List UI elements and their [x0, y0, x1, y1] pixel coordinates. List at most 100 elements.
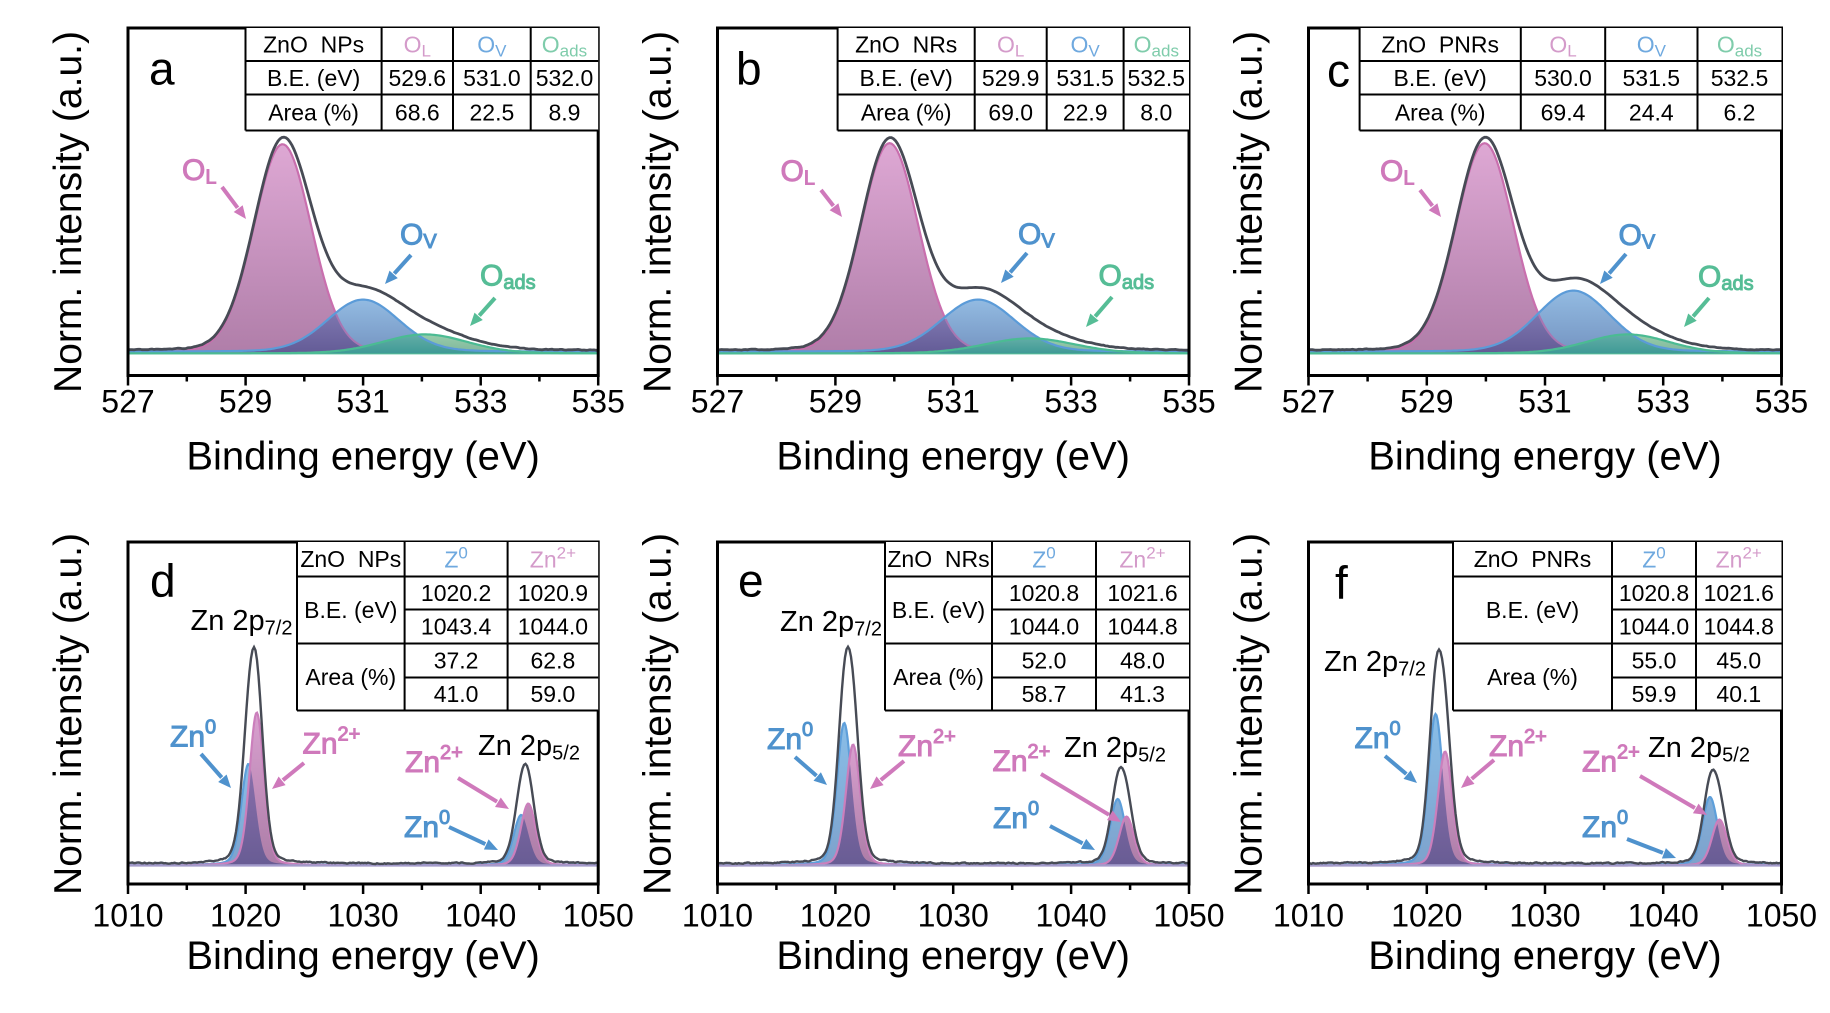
svg-text:22.9: 22.9: [1063, 100, 1108, 126]
svg-text:OV: OV: [477, 32, 507, 61]
svg-text:OL: OL: [997, 32, 1024, 61]
svg-text:531.5: 531.5: [1056, 65, 1114, 91]
svg-text:1020.9: 1020.9: [518, 580, 588, 606]
svg-text:59.9: 59.9: [1632, 681, 1677, 707]
svg-text:1010: 1010: [92, 898, 163, 934]
svg-text:8.9: 8.9: [549, 100, 581, 126]
svg-text:52.0: 52.0: [1022, 648, 1067, 674]
svg-text:Oads: Oads: [1099, 260, 1155, 294]
svg-text:OV: OV: [1637, 32, 1667, 61]
svg-text:1030: 1030: [918, 898, 989, 934]
svg-text:529: 529: [219, 384, 272, 420]
svg-text:Zn 2p5/2: Zn 2p5/2: [478, 730, 580, 764]
svg-text:529.6: 529.6: [389, 65, 447, 91]
svg-text:1044.8: 1044.8: [1107, 614, 1177, 640]
svg-text:Z0: Z0: [1032, 544, 1056, 573]
svg-text:Binding energy (eV): Binding energy (eV): [776, 934, 1130, 978]
svg-text:ZnO PNRs: ZnO PNRs: [1474, 546, 1592, 572]
svg-text:Area (%): Area (%): [861, 100, 952, 126]
svg-text:1043.4: 1043.4: [421, 614, 492, 640]
svg-text:Zn0: Zn0: [1355, 718, 1401, 755]
svg-text:1020.2: 1020.2: [421, 580, 491, 606]
svg-text:41.0: 41.0: [434, 681, 479, 707]
svg-text:531: 531: [336, 384, 389, 420]
svg-text:24.4: 24.4: [1629, 100, 1674, 126]
svg-text:1020: 1020: [1391, 898, 1462, 934]
svg-text:OL: OL: [404, 32, 431, 61]
svg-text:Norm. intensity (a.u.): Norm. intensity (a.u.): [47, 533, 90, 895]
svg-text:22.5: 22.5: [470, 100, 515, 126]
svg-text:ZnO PNRs: ZnO PNRs: [1381, 32, 1499, 58]
svg-text:69.4: 69.4: [1541, 100, 1586, 126]
svg-text:Area (%): Area (%): [1487, 664, 1578, 690]
svg-text:OV: OV: [400, 219, 437, 253]
svg-text:B.E. (eV): B.E. (eV): [860, 65, 953, 91]
svg-text:41.3: 41.3: [1120, 681, 1165, 707]
svg-text:Zn2+: Zn2+: [1716, 544, 1762, 573]
svg-text:Zn2+: Zn2+: [530, 544, 576, 573]
svg-text:8.0: 8.0: [1140, 100, 1172, 126]
svg-text:ZnO NRs: ZnO NRs: [887, 546, 989, 572]
svg-text:1040: 1040: [1036, 898, 1107, 934]
svg-text:68.6: 68.6: [395, 100, 440, 126]
svg-text:ZnO NPs: ZnO NPs: [263, 32, 364, 58]
svg-text:527: 527: [101, 384, 154, 420]
svg-text:e: e: [738, 555, 764, 607]
svg-text:527: 527: [691, 384, 744, 420]
svg-text:Zn0: Zn0: [993, 798, 1039, 835]
svg-text:532.5: 532.5: [1128, 65, 1186, 91]
svg-text:1010: 1010: [1273, 898, 1344, 934]
svg-text:OV: OV: [1619, 219, 1656, 253]
svg-text:Zn 2p5/2: Zn 2p5/2: [1648, 732, 1750, 766]
svg-text:535: 535: [572, 384, 625, 420]
svg-text:1030: 1030: [328, 898, 399, 934]
svg-text:OL: OL: [1549, 32, 1576, 61]
svg-text:Oads: Oads: [480, 260, 536, 294]
svg-text:Oads: Oads: [542, 32, 587, 61]
svg-text:1044.0: 1044.0: [1009, 614, 1079, 640]
svg-text:B.E. (eV): B.E. (eV): [267, 65, 360, 91]
svg-text:Zn 2p7/2: Zn 2p7/2: [191, 605, 293, 639]
svg-text:d: d: [150, 555, 176, 607]
svg-text:1040: 1040: [1628, 898, 1699, 934]
svg-text:529: 529: [809, 384, 862, 420]
svg-text:531.5: 531.5: [1623, 65, 1681, 91]
svg-text:B.E. (eV): B.E. (eV): [304, 597, 397, 623]
svg-text:58.7: 58.7: [1022, 681, 1067, 707]
svg-text:Binding energy (eV): Binding energy (eV): [776, 435, 1130, 479]
svg-text:ZnO NPs: ZnO NPs: [300, 546, 401, 572]
svg-text:1010: 1010: [682, 898, 753, 934]
svg-text:Zn2+: Zn2+: [1582, 741, 1640, 778]
svg-text:Area (%): Area (%): [893, 664, 984, 690]
svg-text:1020.8: 1020.8: [1009, 580, 1079, 606]
svg-text:533: 533: [1637, 384, 1690, 420]
svg-text:Norm. intensity (a.u.): Norm. intensity (a.u.): [1228, 31, 1271, 393]
svg-text:529.9: 529.9: [982, 65, 1040, 91]
svg-text:62.8: 62.8: [531, 648, 576, 674]
svg-text:Zn2+: Zn2+: [303, 723, 361, 760]
svg-text:Zn2+: Zn2+: [898, 726, 956, 763]
svg-text:B.E. (eV): B.E. (eV): [1394, 65, 1487, 91]
svg-text:ZnO NRs: ZnO NRs: [855, 32, 957, 58]
svg-text:Z0: Z0: [1642, 544, 1666, 573]
svg-text:Zn0: Zn0: [170, 716, 216, 753]
svg-text:1030: 1030: [1509, 898, 1580, 934]
svg-text:Norm. intensity (a.u.): Norm. intensity (a.u.): [637, 533, 680, 895]
svg-text:Zn2+: Zn2+: [405, 742, 463, 779]
svg-text:B.E. (eV): B.E. (eV): [892, 597, 985, 623]
svg-text:533: 533: [1044, 384, 1097, 420]
svg-text:40.1: 40.1: [1716, 681, 1761, 707]
svg-text:1020: 1020: [800, 898, 871, 934]
svg-text:529: 529: [1400, 384, 1453, 420]
svg-text:532.5: 532.5: [1711, 65, 1769, 91]
svg-text:48.0: 48.0: [1120, 648, 1165, 674]
svg-text:Norm. intensity (a.u.): Norm. intensity (a.u.): [637, 31, 680, 393]
svg-text:b: b: [736, 43, 762, 95]
svg-text:1044.0: 1044.0: [1619, 614, 1689, 640]
svg-text:533: 533: [454, 384, 507, 420]
svg-text:Zn 2p7/2: Zn 2p7/2: [1324, 646, 1426, 680]
svg-text:Area (%): Area (%): [268, 100, 359, 126]
svg-text:Oads: Oads: [1134, 32, 1179, 61]
svg-text:1050: 1050: [1746, 898, 1817, 934]
svg-text:1021.6: 1021.6: [1107, 580, 1177, 606]
